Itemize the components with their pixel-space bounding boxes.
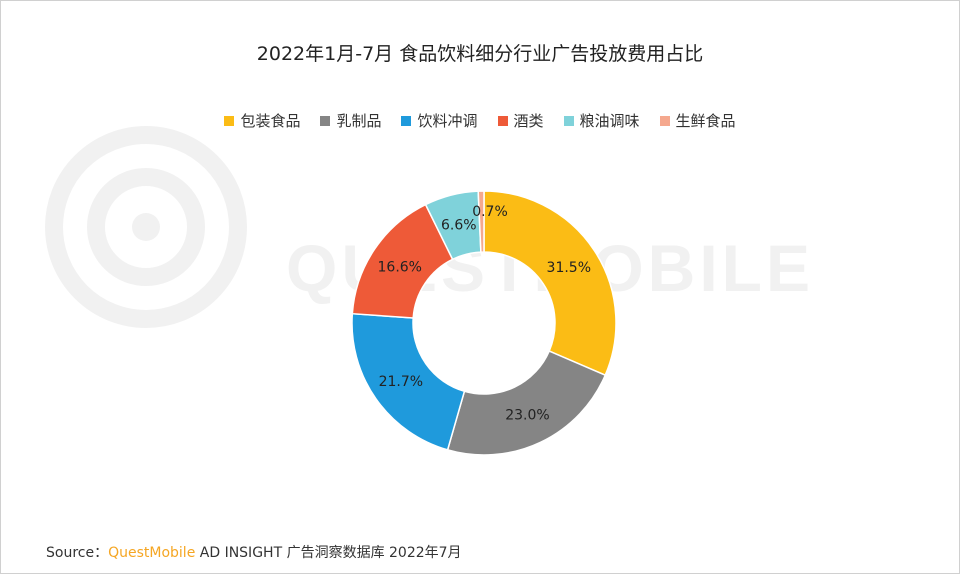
donut-slice: [483, 190, 617, 377]
legend-item: 饮料冲调: [401, 110, 478, 131]
legend-item: 乳制品: [320, 110, 381, 131]
source-brand: QuestMobile: [108, 545, 196, 561]
chart-title: 2022年1月-7月 食品饮料细分行业广告投放费用占比: [256, 43, 704, 65]
slice-value-label: 16.6%: [378, 259, 422, 275]
legend-swatch: [497, 115, 508, 126]
source-line: Source：QuestMobile AD INSIGHT 广告洞察数据库 20…: [46, 542, 462, 562]
source-text: AD INSIGHT 广告洞察数据库 2022年7月: [195, 545, 462, 561]
legend-item: 粮油调味: [563, 110, 640, 131]
slice-value-label: 6.6%: [441, 218, 477, 234]
watermark-logo-ring: [45, 126, 247, 328]
legend-swatch: [659, 115, 670, 126]
legend-swatch: [563, 115, 574, 126]
slice-value-label: 0.7%: [472, 204, 508, 220]
legend-item: 包装食品: [224, 110, 300, 131]
slice-value-label: 23.0%: [505, 408, 549, 424]
legend-label: 酒类: [513, 112, 544, 130]
legend-item: 酒类: [497, 110, 544, 131]
legend-item: 生鲜食品: [659, 110, 736, 131]
watermark-logo-dot: [132, 213, 160, 241]
legend-swatch: [224, 115, 235, 126]
legend-label: 饮料冲调: [417, 112, 478, 130]
legend-label: 生鲜食品: [675, 112, 736, 130]
legend-swatch: [320, 115, 331, 126]
chart-legend: 包装食品 乳制品 饮料冲调 酒类 粮油调味 生鲜食品: [1, 110, 959, 131]
legend-label: 乳制品: [336, 112, 382, 130]
donut-slice: [477, 190, 485, 253]
slice-value-label: 21.7%: [379, 374, 423, 390]
donut-slice: [446, 350, 607, 456]
slice-value-label: 31.5%: [547, 260, 591, 276]
legend-label: 包装食品: [240, 112, 301, 130]
legend-swatch: [401, 115, 412, 126]
donut-slice: [351, 312, 466, 451]
source-label: Source：: [46, 545, 109, 561]
legend-label: 粮油调味: [579, 112, 640, 130]
watermark-logo-inner-ring: [87, 168, 205, 286]
